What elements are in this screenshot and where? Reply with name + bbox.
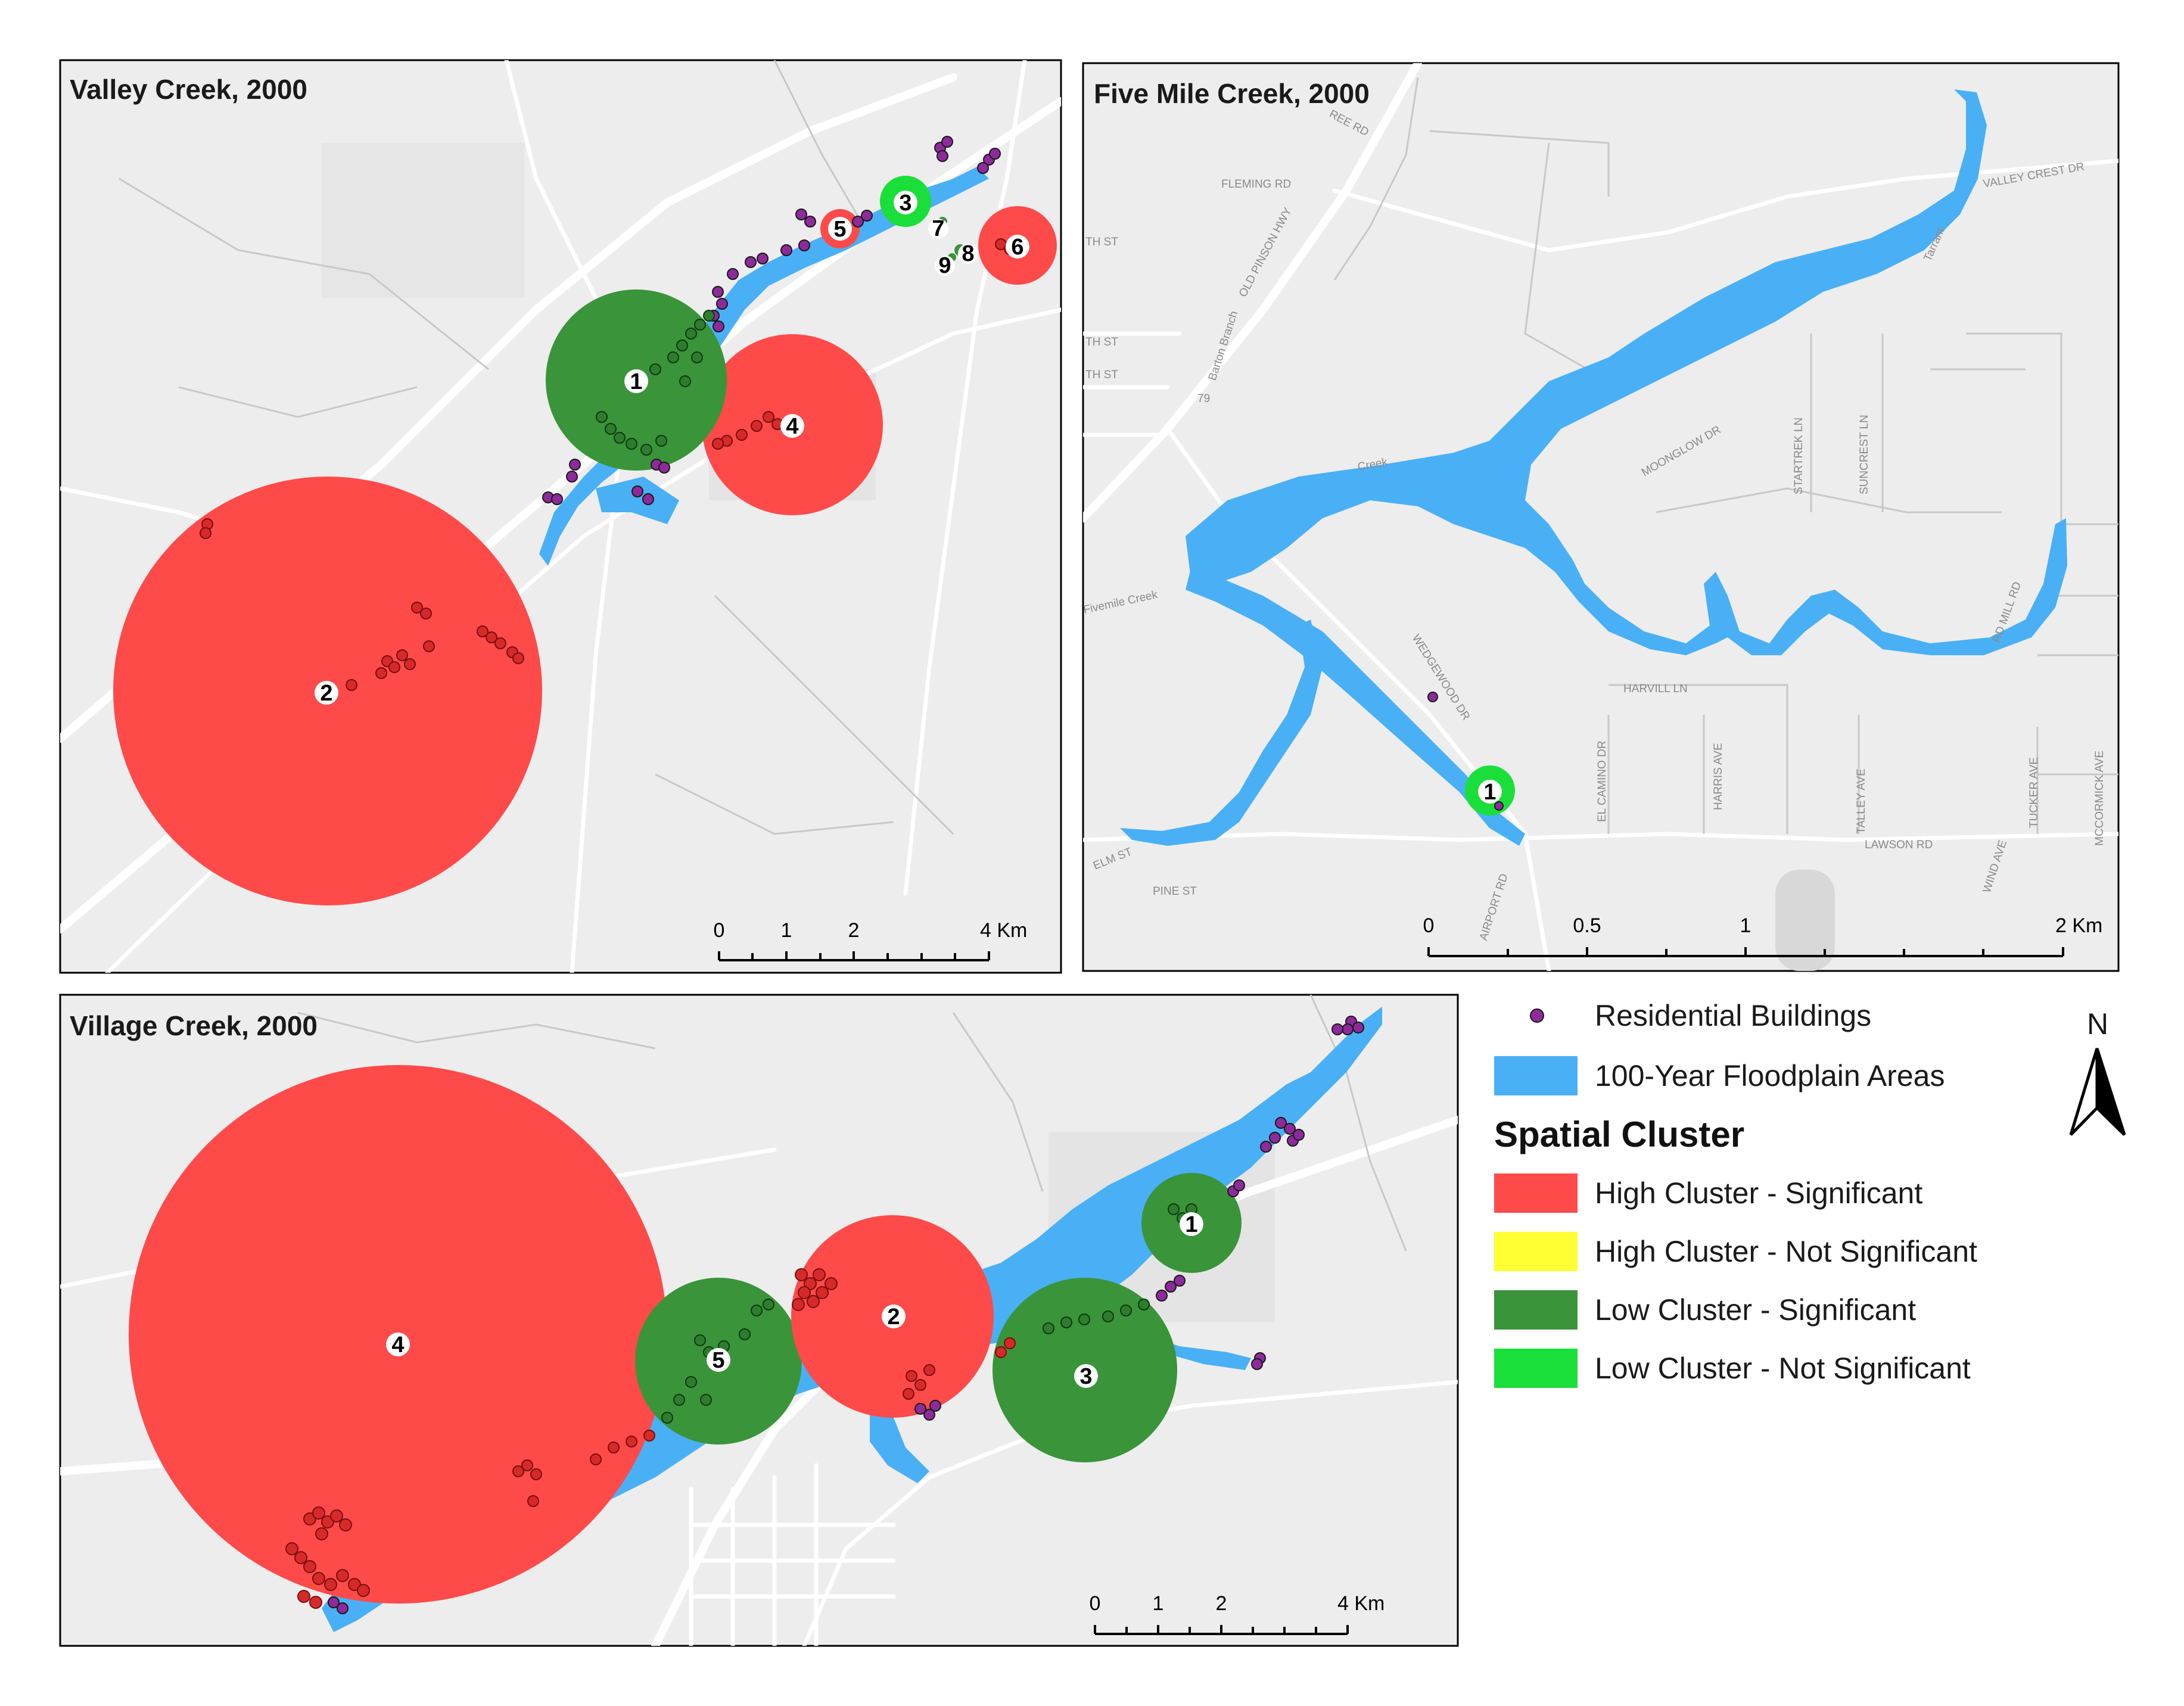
north-arrow: N (2069, 1007, 2126, 1136)
valley-cluster-1-label: 1 (630, 369, 642, 394)
street-label: TH ST (1085, 336, 1118, 348)
legend-swatch-high-not-sig (1494, 1232, 1578, 1271)
valley-cluster-7-label: 7 (932, 216, 944, 241)
village-buildings (285, 1016, 1364, 1614)
street-label: EL CAMINO DR (1596, 740, 1609, 822)
village-panel-title: Village Creek, 2000 (70, 1010, 318, 1041)
street-label: TALLEY AVE (1855, 768, 1868, 834)
valley-buildings (200, 136, 1016, 691)
village-cluster-2-label: 2 (887, 1305, 900, 1330)
north-arrow-icon (2069, 1048, 2126, 1136)
north-arrow-label: N (2087, 1007, 2108, 1041)
valley-creek-panel: 1 2 3 4 5 6 7 8 9 Valley Creek, 2000 (59, 59, 1062, 974)
valley-panel-title: Valley Creek, 2000 (70, 74, 307, 105)
street-label: PINE ST (1153, 885, 1197, 898)
street-label: 79 (1197, 393, 1210, 405)
street-label: HARVILL LN (1623, 683, 1688, 695)
valley-cluster-3-label: 3 (899, 191, 911, 216)
valley-cluster-6-label: 6 (1011, 235, 1023, 260)
legend-swatch-low-sig (1494, 1290, 1578, 1330)
village-scale-label-0: 0 (1090, 1592, 1101, 1615)
legend-residential-label: Residential Buildings (1595, 999, 1871, 1032)
legend-floodplain-label: 100-Year Floodplain Areas (1595, 1059, 1945, 1092)
village-scale-label-1: 1 (1153, 1592, 1164, 1615)
legend-label-low-not-sig: Low Cluster - Not Significant (1595, 1352, 1971, 1385)
fivemile-cluster-1-label: 1 (1483, 780, 1496, 805)
fivemile-scale-label-0: 0 (1423, 914, 1435, 937)
fivemile-scale-label-1: 0.5 (1573, 914, 1601, 937)
fivemile-scale-bar: 0 0.5 1 2 Km (1423, 914, 2102, 957)
fivemile-panel-title: Five Mile Creek, 2000 (1094, 78, 1370, 109)
street-label: TUCKER AVE (2028, 757, 2040, 828)
legend-label-high-not-sig: High Cluster - Not Significant (1595, 1235, 1977, 1268)
street-label: MCCORMICK AVE (2093, 751, 2106, 846)
village-cluster-1-label: 1 (1185, 1212, 1197, 1237)
valley-scale-label-3: 4 Km (980, 919, 1027, 942)
valley-cluster-labels: 1 2 3 4 5 6 7 8 9 (315, 191, 1029, 706)
valley-scale-bar: 0 1 2 4 Km (714, 919, 1027, 961)
village-cluster-labels: 1 2 3 4 5 (386, 1212, 1203, 1389)
street-label: FLEMING RD (1221, 178, 1291, 191)
five-mile-creek-panel: 1 FLEMING RD OLD PINSON HWY VALLEY CREST… (1082, 62, 2120, 972)
village-cluster-5-label: 5 (712, 1348, 724, 1373)
residential-building-symbol (1530, 1008, 1544, 1023)
valley-scale-label-1: 1 (781, 919, 792, 942)
valley-cluster-2-label: 2 (320, 681, 332, 706)
valley-cluster-9-label: 9 (938, 253, 951, 278)
legend-floodplain-swatch (1494, 1056, 1578, 1095)
valley-basemap: 1 2 3 4 5 6 7 8 9 (60, 60, 1061, 973)
valley-scale-label-2: 2 (848, 919, 860, 942)
legend-label-low-sig: Low Cluster - Significant (1595, 1293, 1916, 1327)
village-creek-panel: 1 2 3 4 5 Village Creek, 2000 0 1 2 4 Km (59, 994, 1459, 1647)
street-label: LAWSON RD (1865, 839, 1933, 851)
village-scale-label-2: 2 (1216, 1592, 1227, 1615)
street-label: SUNCREST LN (1858, 415, 1871, 494)
street-label: TH ST (1085, 369, 1118, 381)
legend-swatch-high-sig (1494, 1173, 1578, 1213)
fivemile-scale-label-3: 2 Km (2055, 914, 2102, 937)
legend-swatch-low-not-sig (1494, 1349, 1578, 1388)
village-cluster-4-label: 4 (391, 1333, 404, 1358)
valley-cluster-5-label: 5 (833, 217, 846, 242)
street-label: STARTREK LN (1793, 418, 1805, 494)
street-label: TH ST (1085, 236, 1118, 248)
valley-scale-label-0: 0 (714, 919, 725, 942)
legend-label-high-sig: High Cluster - Significant (1595, 1176, 1922, 1210)
street-label: HARRIS AVE (1712, 743, 1725, 810)
village-basemap: 1 2 3 4 5 (60, 995, 1458, 1646)
legend-heading: Spatial Cluster (1494, 1114, 1744, 1154)
village-scale-label-3: 4 Km (1337, 1592, 1385, 1615)
valley-cluster-4-label: 4 (786, 414, 798, 439)
fivemile-floodplain (1186, 89, 2067, 655)
fivemile-scale-label-2: 1 (1740, 914, 1751, 937)
village-scale-bar: 0 1 2 4 Km (1090, 1592, 1385, 1635)
valley-cluster-8-label: 8 (962, 241, 974, 266)
map-legend: Residential Buildings 100-Year Floodplai… (1494, 999, 1977, 1388)
village-cluster-3-label: 3 (1079, 1364, 1092, 1389)
